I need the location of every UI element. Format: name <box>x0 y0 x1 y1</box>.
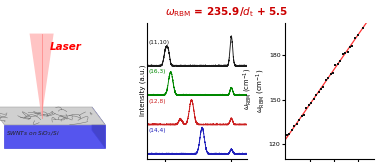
Text: (16,3): (16,3) <box>149 69 166 74</box>
Polygon shape <box>5 125 105 148</box>
Point <box>318 87 324 90</box>
Text: $\omega_\mathrm{RBM}$ = 235.9/$d_\mathrm{t}$ + 5.5: $\omega_\mathrm{RBM}$ = 235.9/$d_\mathrm… <box>165 5 288 19</box>
Text: Laser: Laser <box>50 42 82 52</box>
Point <box>352 37 358 39</box>
Text: (12,8): (12,8) <box>149 99 166 104</box>
Point <box>347 46 353 48</box>
Point <box>311 98 317 100</box>
Point <box>333 64 339 66</box>
Point <box>355 34 361 36</box>
Text: (14,4): (14,4) <box>149 128 166 133</box>
Point <box>287 133 293 136</box>
Point <box>296 118 302 121</box>
Point <box>313 93 319 96</box>
Point <box>337 60 343 62</box>
Text: (11,10): (11,10) <box>149 40 170 45</box>
Point <box>308 102 314 104</box>
Y-axis label: Intensity (a.u.): Intensity (a.u.) <box>139 65 146 116</box>
Polygon shape <box>29 34 54 118</box>
Text: $\omega_\mathrm{RBM}$ (cm$^{-1}$): $\omega_\mathrm{RBM}$ (cm$^{-1}$) <box>242 68 254 110</box>
Point <box>360 27 366 30</box>
Point <box>289 129 295 131</box>
Point <box>340 53 346 55</box>
Point <box>345 51 351 53</box>
Point <box>316 91 322 93</box>
Point <box>299 115 305 117</box>
Polygon shape <box>0 107 105 125</box>
Point <box>301 114 307 117</box>
Point <box>335 62 341 65</box>
Point <box>349 45 355 48</box>
Point <box>321 86 327 88</box>
Polygon shape <box>92 107 105 148</box>
Y-axis label: $\omega_\mathrm{RBM}$ (cm$^{-1}$): $\omega_\mathrm{RBM}$ (cm$^{-1}$) <box>255 69 267 113</box>
Point <box>284 133 290 136</box>
Point <box>294 123 300 126</box>
Point <box>323 79 329 82</box>
Point <box>304 106 310 109</box>
Point <box>325 76 331 79</box>
Point <box>364 19 370 22</box>
Point <box>328 73 334 75</box>
Point <box>291 125 297 127</box>
Point <box>330 72 336 74</box>
Text: SWNTs on SiO$_2$/Si: SWNTs on SiO$_2$/Si <box>6 129 60 138</box>
Point <box>342 52 348 55</box>
Point <box>306 104 312 106</box>
